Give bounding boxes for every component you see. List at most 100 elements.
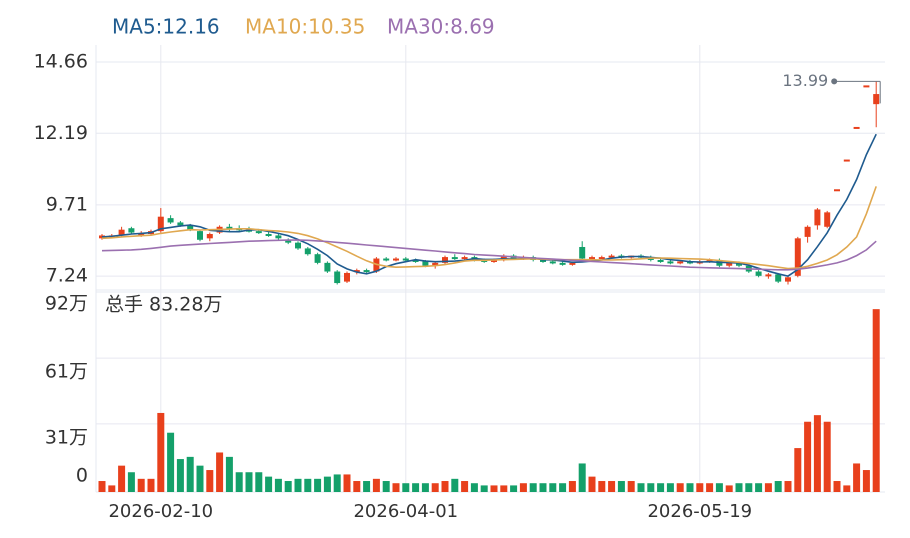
volume-bar: [500, 485, 508, 492]
volume-bar: [245, 472, 253, 492]
volume-bar: [764, 483, 772, 492]
volume-bar: [274, 478, 282, 492]
volume-bar: [284, 481, 292, 492]
volume-bar: [382, 481, 390, 492]
candle-body: [334, 271, 341, 284]
volume-bar: [372, 478, 380, 492]
y-tick-label: 92万: [45, 293, 88, 315]
volume-bar: [666, 483, 674, 492]
candle-body: [432, 262, 439, 266]
volume-bar: [343, 474, 351, 492]
candle-body: [755, 271, 762, 276]
candle-body: [442, 257, 448, 263]
y-tick-label: 0: [76, 465, 88, 487]
legend-label: MA30:8.69: [387, 15, 495, 39]
candle-body: [794, 238, 801, 276]
volume-bar: [147, 478, 155, 492]
volume-bar: [657, 483, 665, 492]
volume-bar: [813, 415, 821, 492]
candle-body: [559, 262, 566, 265]
volume-bar: [804, 421, 812, 492]
volume-bar: [510, 485, 518, 492]
candle-body: [500, 255, 507, 260]
candle-body: [461, 257, 468, 260]
volume-bar: [206, 470, 214, 492]
candle-body: [569, 262, 576, 265]
volume-bar: [735, 483, 743, 492]
volume-bar: [108, 485, 116, 492]
candle-body: [814, 209, 821, 226]
candle-body: [677, 261, 684, 264]
candle-body: [598, 257, 605, 260]
x-tick-label: 2026-04-01: [353, 501, 458, 522]
legend-label: MA10:10.35: [245, 15, 365, 39]
candle-body: [402, 258, 409, 261]
candle-body: [785, 277, 791, 282]
candle-body: [824, 212, 831, 227]
volume-bar: [755, 483, 763, 492]
candle-body: [187, 225, 194, 230]
volume-bar: [314, 478, 322, 492]
volume-bar: [98, 481, 106, 492]
volume-bar: [441, 481, 449, 492]
candle-body: [344, 272, 350, 282]
candle-body: [206, 234, 213, 239]
volume-bar: [127, 472, 135, 492]
candle-body: [353, 270, 360, 273]
volume-bar: [304, 478, 312, 492]
volume-bar: [490, 485, 498, 492]
candle-body: [804, 226, 811, 237]
candle-body: [451, 257, 458, 260]
candle-body: [275, 235, 282, 239]
volume-bar: [578, 463, 586, 492]
candle-body: [197, 231, 203, 240]
x-tick-label: 2026-05-19: [647, 501, 752, 522]
candle-body: [863, 85, 870, 88]
candle-body: [118, 229, 125, 236]
volume-bar: [598, 481, 606, 492]
volume-bar: [784, 481, 792, 492]
candle-body: [226, 226, 233, 229]
candle-body: [363, 270, 370, 273]
volume-bar: [706, 483, 714, 492]
volume-bar: [686, 483, 694, 492]
candle-body: [265, 234, 272, 237]
volume-bar: [451, 478, 459, 492]
volume-bar: [794, 448, 802, 492]
candle-body: [285, 239, 292, 243]
candle-body: [157, 216, 164, 232]
max-marker-dot: [831, 78, 838, 85]
volume-bar: [333, 474, 341, 492]
volume-bar: [392, 483, 400, 492]
candle-body: [775, 274, 782, 282]
volume-bar: [725, 485, 733, 492]
volume-bar: [539, 483, 547, 492]
y-tick-label: 14.66: [34, 51, 88, 73]
candle-body: [383, 258, 390, 261]
candle-body: [314, 254, 321, 263]
x-tick-label: 2026-02-10: [108, 501, 213, 522]
volume-bar: [608, 481, 616, 492]
candle-body: [422, 261, 429, 266]
volume-bar: [715, 483, 723, 492]
volume-bar: [294, 478, 302, 492]
volume-bar: [529, 483, 537, 492]
volume-bar: [853, 463, 861, 492]
volume-bar: [862, 470, 870, 492]
candle-body: [667, 261, 674, 264]
volume-bar: [480, 485, 488, 492]
y-tick-label: 12.19: [34, 122, 88, 144]
volume-bar: [225, 456, 233, 492]
y-tick-label: 61万: [45, 361, 88, 383]
candle-body: [657, 259, 664, 262]
candle-body: [491, 259, 497, 262]
candle-body: [726, 262, 733, 266]
volume-bar: [872, 309, 880, 492]
max-label: 13.99: [782, 71, 828, 90]
candle-body: [589, 257, 595, 260]
volume-bar: [137, 478, 145, 492]
volume-bar: [833, 481, 841, 492]
volume-bar: [265, 476, 273, 492]
